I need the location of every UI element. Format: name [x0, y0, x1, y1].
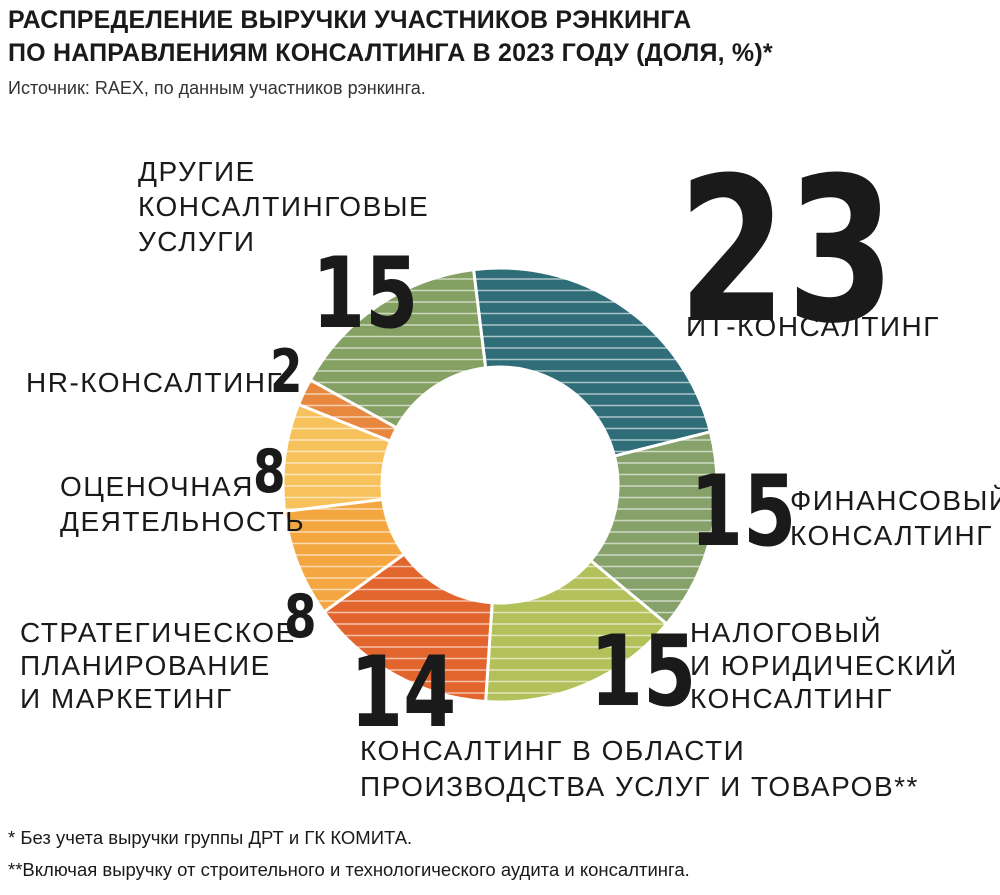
- chart-title: РАСПРЕДЕЛЕНИЕ ВЫРУЧКИ УЧАСТНИКОВ РЭНКИНГ…: [8, 4, 968, 70]
- footnote-2: **Включая выручку от строительного и тех…: [8, 859, 690, 880]
- slice-другие-консалтинговые-услуги: [308, 267, 488, 430]
- category-label-налоговый-и-юридический-консалтинг-line-1: НАЛОГОВЫЙ: [690, 617, 882, 648]
- category-label-консалтинг-в-области-производства-услуг-и-товаров-line-2: ПРОИЗВОДСТВА УСЛУГ И ТОВАРОВ**: [360, 771, 919, 802]
- category-label-оценочная-деятельность-line-1: ОЦЕНОЧНАЯ: [60, 471, 254, 502]
- value-label-hr-консалтинг: 2: [270, 336, 303, 406]
- value-label-ит-консалтинг: 23: [678, 136, 895, 368]
- category-label-другие-консалтинговые-услуги-line-2: КОНСАЛТИНГОВЫЕ: [138, 191, 429, 222]
- category-label-финансовый-консалтинг-line-1: ФИНАНСОВЫЙ: [790, 485, 1000, 516]
- category-label-оценочная-деятельность-line-2: ДЕЯТЕЛЬНОСТЬ: [60, 506, 305, 537]
- value-label-налоговый-и-юридический-консалтинг: 15: [590, 614, 696, 729]
- value-label-оценочная-деятельность: 8: [253, 436, 286, 506]
- category-label-финансовый-консалтинг-line-2: КОНСАЛТИНГ: [790, 520, 993, 551]
- category-label-налоговый-и-юридический-консалтинг-line-3: КОНСАЛТИНГ: [690, 683, 893, 714]
- category-label-другие-консалтинговые-услуги-line-1: ДРУГИЕ: [138, 156, 256, 187]
- category-label-стратегическое-планирование-и-маркетинг-line-3: И МАРКЕТИНГ: [20, 683, 233, 714]
- category-label-другие-консалтинговые-услуги-line-3: УСЛУГИ: [138, 226, 256, 257]
- category-label-ит-консалтинг-line-1: ИТ-КОНСАЛТИНГ: [686, 311, 940, 342]
- category-label-hr-консалтинг-line-1: HR-КОНСАЛТИНГ: [26, 367, 283, 398]
- title-line-2: ПО НАПРАВЛЕНИЯМ КОНСАЛТИНГА В 2023 ГОДУ …: [8, 39, 773, 67]
- donut-chart: 23ИТ-КОНСАЛТИНГ15ФИНАНСОВЫЙКОНСАЛТИНГ15Н…: [20, 136, 1000, 802]
- slice-ит-консалтинг: [471, 266, 713, 458]
- footnotes: * Без учета выручки группы ДРТ и ГК КОМИ…: [8, 822, 690, 886]
- category-label-стратегическое-планирование-и-маркетинг-line-1: СТРАТЕГИЧЕСКОЕ: [20, 617, 296, 648]
- value-label-стратегическое-планирование-и-маркетинг: 8: [284, 581, 317, 651]
- value-label-консалтинг-в-области-производства-услуг-и-товаров: 14: [350, 635, 456, 750]
- title-line-1: РАСПРЕДЕЛЕНИЕ ВЫРУЧКИ УЧАСТНИКОВ РЭНКИНГ…: [8, 6, 692, 34]
- category-label-консалтинг-в-области-производства-услуг-и-товаров-line-1: КОНСАЛТИНГ В ОБЛАСТИ: [360, 735, 745, 766]
- category-label-налоговый-и-юридический-консалтинг-line-2: И ЮРИДИЧЕСКИЙ: [690, 650, 958, 681]
- value-label-другие-консалтинговые-услуги: 15: [312, 236, 418, 351]
- donut-labels: 23ИТ-КОНСАЛТИНГ15ФИНАНСОВЫЙКОНСАЛТИНГ15Н…: [20, 136, 1000, 802]
- footnote-1: * Без учета выручки группы ДРТ и ГК КОМИ…: [8, 827, 413, 848]
- value-label-финансовый-консалтинг: 15: [690, 454, 796, 569]
- source-note: Источник: RAEX, по данным участников рэн…: [8, 78, 426, 98]
- category-label-стратегическое-планирование-и-маркетинг-line-2: ПЛАНИРОВАНИЕ: [20, 650, 271, 681]
